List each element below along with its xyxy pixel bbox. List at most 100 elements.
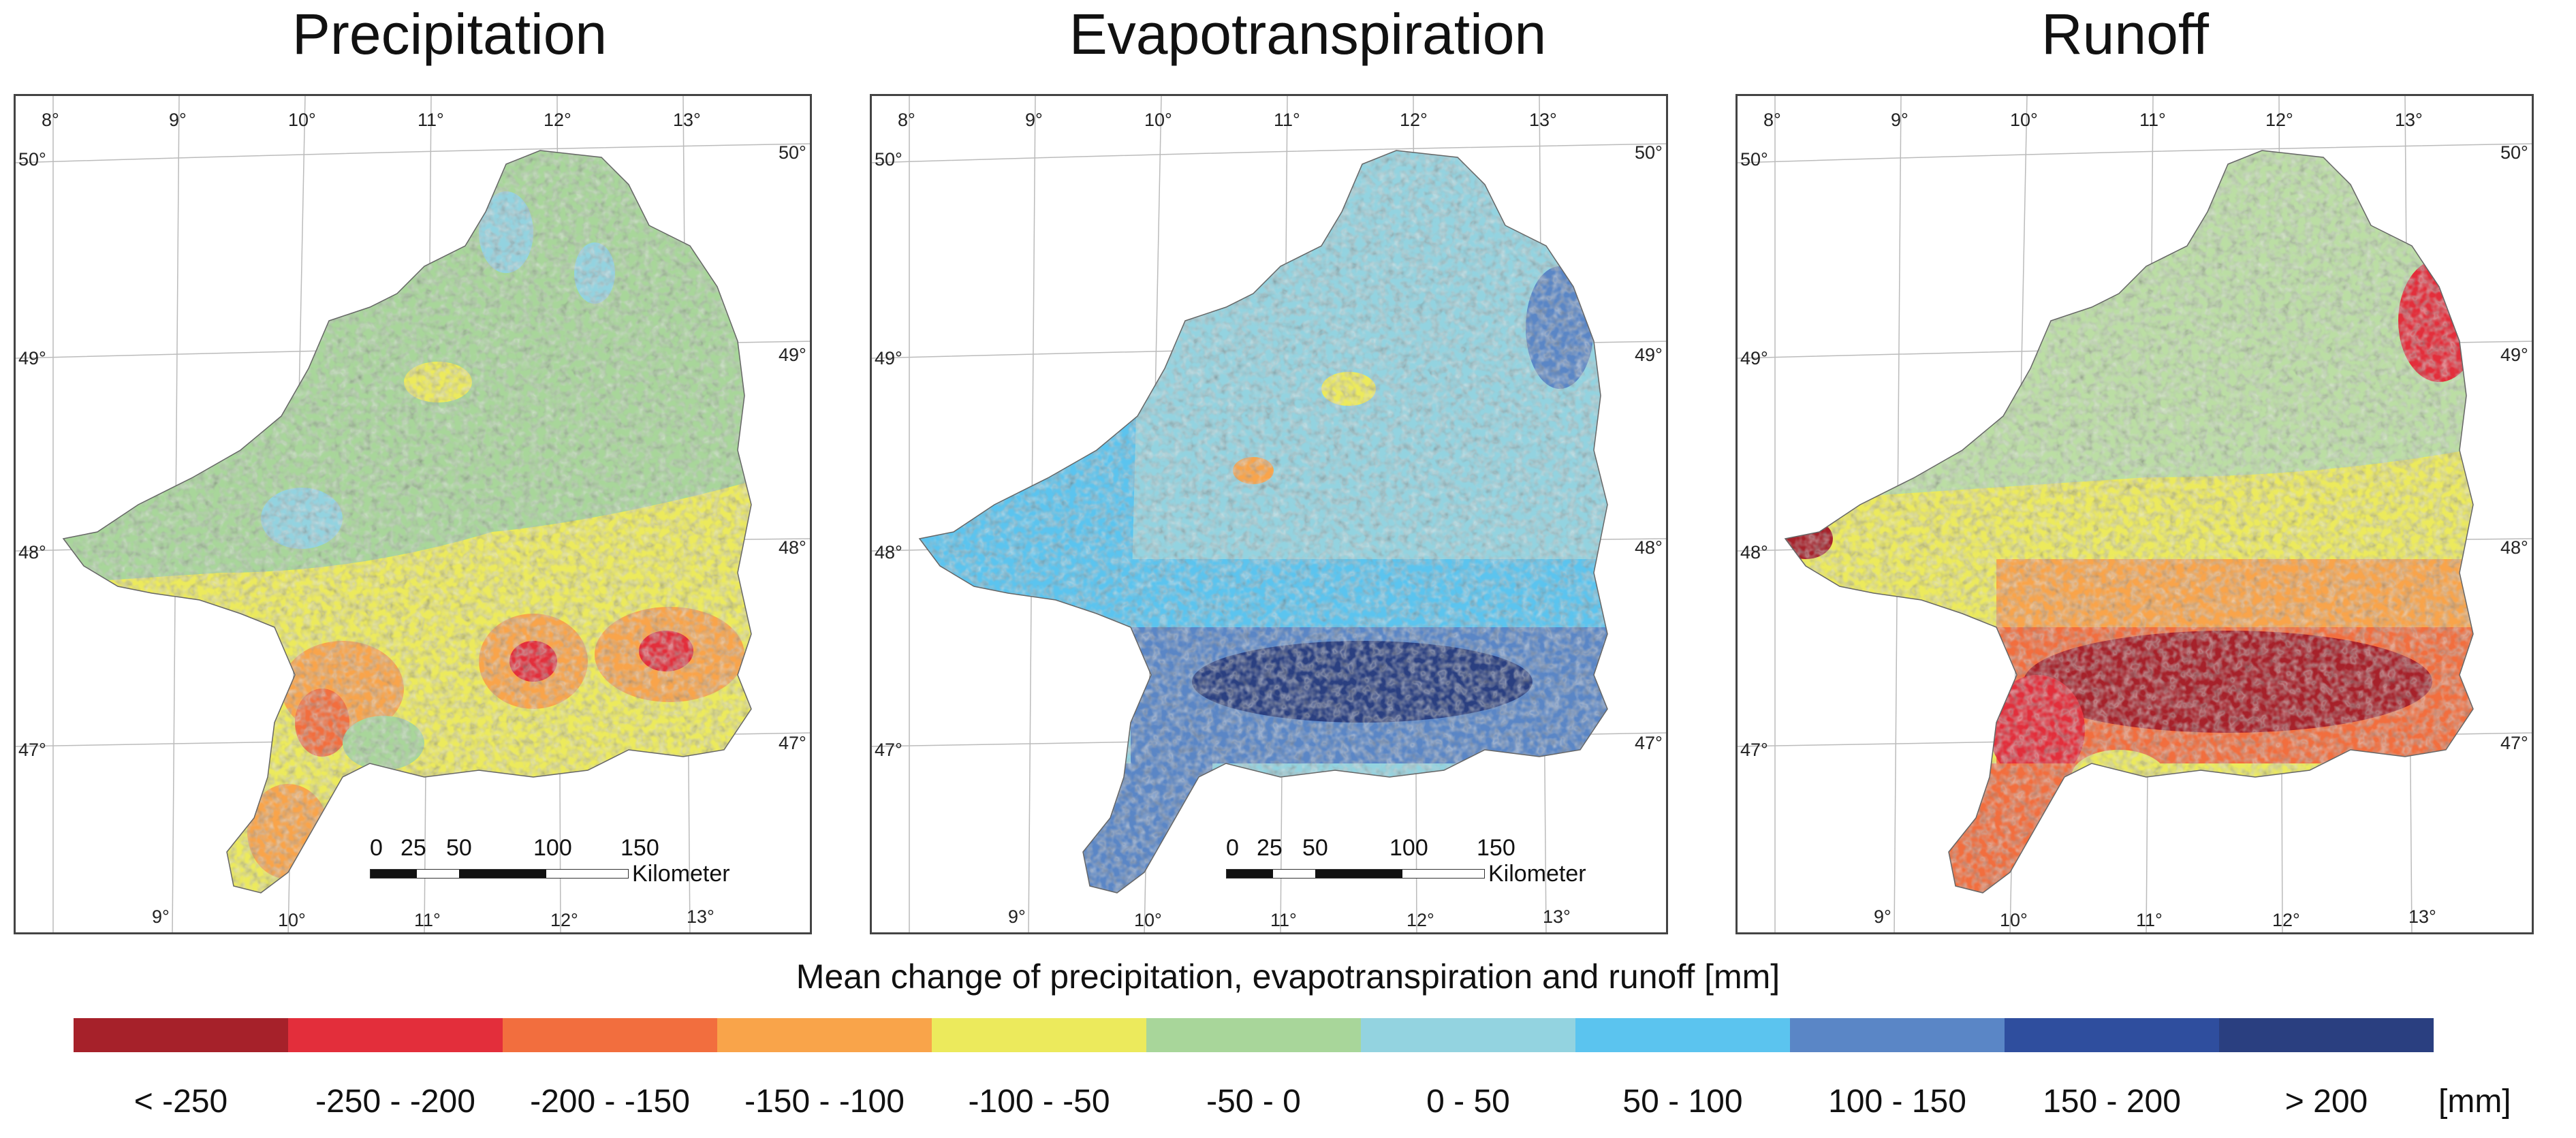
lat-tick-right: 48° xyxy=(2500,537,2528,558)
lat-tick-right: 48° xyxy=(779,537,806,558)
scale-number: 100 xyxy=(533,835,572,861)
legend-label: < -250 xyxy=(133,1084,228,1120)
lat-tick-left: 47° xyxy=(1740,740,1768,760)
lon-tick-bottom: 9° xyxy=(1874,906,1891,927)
legend-label: -50 - 0 xyxy=(1206,1084,1301,1120)
scale-bar: 0 25 50 100 150 Kilometer xyxy=(1226,835,1586,896)
scale-track xyxy=(370,869,629,879)
legend-title: Mean change of precipitation, evapotrans… xyxy=(796,958,1780,996)
legend-swatch xyxy=(2219,1018,2434,1052)
legend-swatch xyxy=(1790,1018,2005,1052)
lon-tick-bottom: 9° xyxy=(152,906,170,927)
lat-tick-right: 48° xyxy=(1635,537,1663,558)
legend-swatch xyxy=(1146,1018,1361,1052)
lon-tick-bottom: 13° xyxy=(2408,906,2436,927)
lon-tick-top: 8° xyxy=(1763,110,1781,130)
lon-tick-top: 13° xyxy=(1529,110,1557,130)
scale-unit: Kilometer xyxy=(1488,861,1586,887)
lon-tick-top: 11° xyxy=(1274,110,1300,130)
scale-bar: 0 25 50 100 150 Kilometer xyxy=(370,835,730,896)
precipitation-title: Precipitation xyxy=(292,2,608,66)
precipitation-map xyxy=(16,96,810,932)
lat-tick-left: 48° xyxy=(1740,542,1768,563)
lon-tick-bottom: 10° xyxy=(1134,910,1162,930)
lat-tick-right: 49° xyxy=(779,345,806,365)
scale-number: 50 xyxy=(1302,835,1328,861)
lon-tick-top: 11° xyxy=(2139,110,2166,130)
evapotranspiration-map xyxy=(872,96,1666,932)
lon-tick-bottom: 11° xyxy=(414,910,441,930)
legend-unit: [mm] xyxy=(2438,1084,2511,1120)
lat-tick-right: 49° xyxy=(2500,345,2528,365)
lon-tick-bottom: 11° xyxy=(1270,910,1297,930)
lon-tick-top: 10° xyxy=(1144,110,1172,130)
lat-tick-right: 47° xyxy=(1635,733,1663,753)
lat-tick-left: 47° xyxy=(18,740,46,760)
lat-tick-left: 48° xyxy=(875,542,902,563)
legend-label: 50 - 100 xyxy=(1622,1084,1743,1120)
lat-tick-left: 49° xyxy=(875,348,902,368)
lon-tick-bottom: 13° xyxy=(687,906,714,927)
scale-number: 0 xyxy=(1226,835,1239,861)
lat-tick-right: 50° xyxy=(2500,142,2528,163)
lon-tick-top: 9° xyxy=(1891,110,1909,130)
legend-swatch xyxy=(2005,1018,2219,1052)
lon-tick-top: 8° xyxy=(42,110,59,130)
legend-swatch xyxy=(1361,1018,1575,1052)
legend-label: 0 - 50 xyxy=(1426,1084,1510,1120)
scale-number: 150 xyxy=(1477,835,1515,861)
lat-tick-left: 48° xyxy=(18,542,46,563)
scale-number: 0 xyxy=(370,835,383,861)
legend-label: -250 - -200 xyxy=(315,1084,475,1120)
lon-tick-top: 8° xyxy=(898,110,915,130)
lon-tick-top: 13° xyxy=(673,110,701,130)
scale-number: 25 xyxy=(400,835,426,861)
lat-tick-left: 50° xyxy=(875,149,902,170)
legend-label: 150 - 200 xyxy=(2043,1084,2181,1120)
evapotranspiration-map-panel: 8° 9° 10° 11° 12° 13° 50° 49° 48° 47° 50… xyxy=(870,94,1668,934)
legend-label: 100 - 150 xyxy=(1828,1084,1966,1120)
lat-tick-right: 50° xyxy=(1635,142,1663,163)
lon-tick-bottom: 12° xyxy=(1407,910,1434,930)
runoff-map-panel: 8° 9° 10° 11° 12° 13° 50° 49° 48° 47° 50… xyxy=(1735,94,2534,934)
lon-tick-bottom: 10° xyxy=(278,910,306,930)
lon-tick-top: 10° xyxy=(2010,110,2038,130)
lat-tick-right: 47° xyxy=(2500,733,2528,753)
scale-unit: Kilometer xyxy=(632,861,730,887)
lon-tick-top: 12° xyxy=(2265,110,2293,130)
legend-swatch xyxy=(74,1018,288,1052)
lat-tick-left: 49° xyxy=(18,348,46,368)
legend-swatch xyxy=(1575,1018,1790,1052)
lat-tick-left: 50° xyxy=(18,149,46,170)
scale-number: 50 xyxy=(446,835,472,861)
lon-tick-bottom: 13° xyxy=(1543,906,1571,927)
lon-tick-bottom: 12° xyxy=(2272,910,2300,930)
lon-tick-bottom: 9° xyxy=(1008,906,1026,927)
scale-number: 25 xyxy=(1257,835,1283,861)
lon-tick-bottom: 10° xyxy=(2000,910,2028,930)
evapotranspiration-title: Evapotranspiration xyxy=(1069,2,1547,66)
lon-tick-top: 12° xyxy=(544,110,571,130)
legend-swatch xyxy=(288,1018,503,1052)
legend-label: > 200 xyxy=(2284,1084,2368,1120)
legend-color-bar xyxy=(74,1018,2434,1052)
legend-swatch xyxy=(503,1018,717,1052)
lon-tick-top: 9° xyxy=(1025,110,1043,130)
legend-swatch xyxy=(932,1018,1146,1052)
legend-label: -100 - -50 xyxy=(968,1084,1110,1120)
precipitation-map-panel: 8° 9° 10° 11° 12° 13° 50° 49° 48° 47° 50… xyxy=(14,94,812,934)
lon-tick-top: 11° xyxy=(418,110,444,130)
lat-tick-right: 50° xyxy=(779,142,806,163)
lon-tick-bottom: 12° xyxy=(550,910,578,930)
lon-tick-top: 12° xyxy=(1400,110,1428,130)
legend-label: -200 - -150 xyxy=(530,1084,690,1120)
lon-tick-bottom: 11° xyxy=(2136,910,2163,930)
runoff-title: Runoff xyxy=(2041,2,2209,66)
lon-tick-top: 13° xyxy=(2395,110,2423,130)
lat-tick-left: 50° xyxy=(1740,149,1768,170)
lon-tick-top: 10° xyxy=(288,110,316,130)
legend-swatch xyxy=(717,1018,932,1052)
scale-number: 100 xyxy=(1389,835,1428,861)
lat-tick-left: 47° xyxy=(875,740,902,760)
lon-tick-top: 9° xyxy=(169,110,187,130)
